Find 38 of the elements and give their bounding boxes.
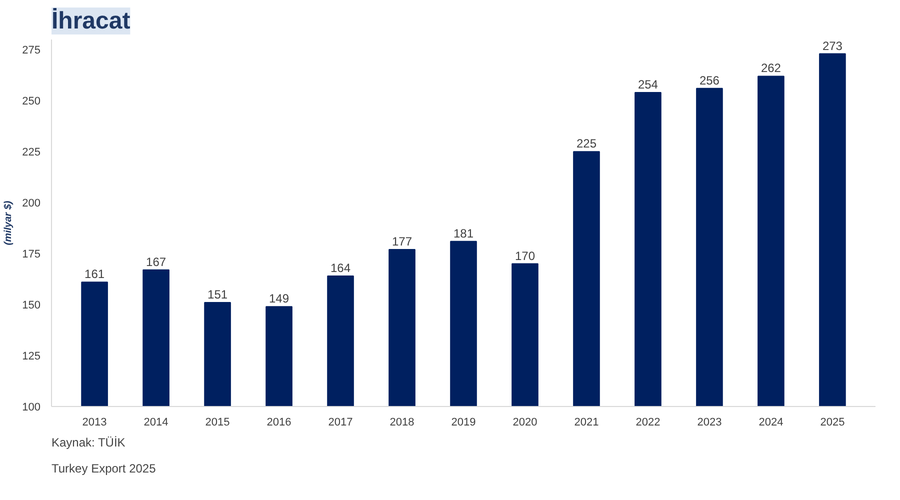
y-tick-label: 225	[22, 146, 41, 159]
data-label: 170	[514, 248, 536, 263]
x-tick-label: 2017	[328, 416, 353, 428]
y-tick-label: 275	[22, 44, 41, 57]
x-tick-label: 2013	[82, 416, 107, 428]
data-label: 254	[638, 78, 658, 92]
y-tick-label: 175	[22, 248, 41, 261]
x-tick-label: 2021	[574, 416, 599, 428]
x-tick-label: 2024	[758, 416, 784, 428]
data-label: 262	[760, 61, 782, 76]
data-label: 164	[330, 261, 351, 276]
x-tick-label: 2019	[451, 416, 476, 428]
x-tick-label: 2015	[205, 416, 230, 428]
data-label: 177	[392, 234, 412, 249]
text: Turkey Export 2025	[52, 462, 156, 476]
x-tick-label: 2025	[820, 416, 845, 428]
data-label: 225	[576, 136, 597, 151]
x-tick-label: 2022	[636, 416, 660, 428]
x-tick-label: 2016	[266, 416, 292, 428]
x-tick-label: 2018	[390, 416, 414, 428]
data-label: 273	[822, 38, 843, 53]
chart-title: İhracat	[52, 8, 130, 34]
y-tick-label: 200	[22, 198, 41, 210]
y-axis-title: (milyar $)	[3, 200, 14, 246]
y-tick-label: 250	[22, 96, 41, 108]
text: Kaynak: TÜİK	[52, 436, 126, 450]
x-tick-label: 2020	[512, 416, 538, 428]
x-tick-label: 2014	[144, 416, 168, 428]
x-tick-label: 2023	[697, 416, 722, 428]
y-tick-label: 125	[22, 350, 41, 363]
data-label: 256	[699, 73, 720, 88]
y-tick-label: 150	[22, 300, 41, 312]
data-label: 151	[208, 288, 228, 302]
data-label: 149	[269, 292, 290, 306]
data-label: 167	[146, 254, 166, 269]
y-tick-label: 100	[22, 402, 41, 414]
data-label: 161	[84, 267, 105, 282]
data-label: 181	[453, 226, 474, 240]
